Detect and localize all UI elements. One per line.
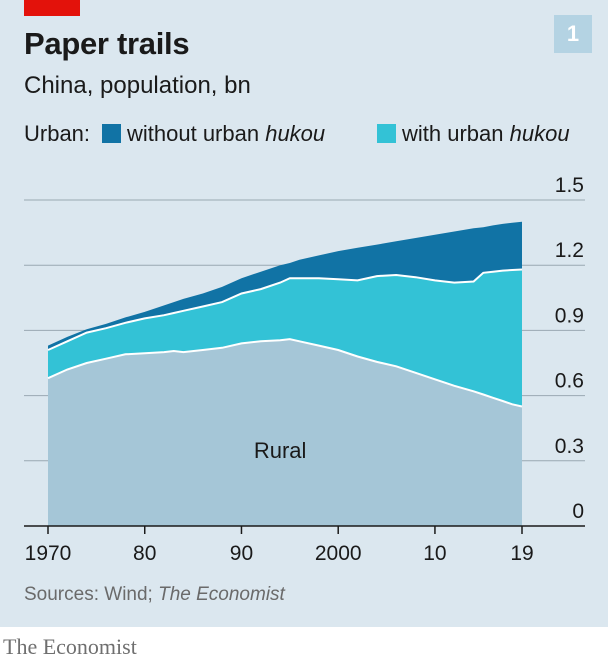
legend-label-without-urban-hukou-em: hukou (265, 121, 326, 146)
area-rural (48, 339, 522, 526)
annotation-rural: Rural (254, 438, 307, 463)
chart-source: Sources: Wind; The Economist (24, 584, 285, 606)
source-prefix: Sources: Wind; (24, 584, 159, 605)
chart-plot: 1970 80 90 2000 10 19 0 0.3 0.6 0.9 1.2 1.5 Rural (24, 174, 585, 560)
chart-title: Paper trails (24, 26, 190, 61)
y-tick-label-1.2: 1.2 (555, 239, 584, 262)
legend-label-without-urban-hukou-pre: without urban (127, 121, 266, 146)
legend-swatch-without-urban-hukou (102, 124, 121, 143)
x-tick-label-80: 80 (133, 542, 156, 560)
x-tick-label-19: 19 (510, 542, 533, 560)
x-tick-label-1970: 1970 (25, 542, 72, 560)
legend-item-with-urban-hukou: with urban hukou (377, 121, 570, 147)
legend-label-with-urban-hukou-pre: with urban (402, 121, 510, 146)
legend-swatch-with-urban-hukou (377, 124, 396, 143)
legend-label-with-urban-hukou-em: hukou (509, 121, 570, 146)
area-with-urban-hukou (48, 269, 522, 407)
x-tick-label-2000: 2000 (315, 542, 362, 560)
y-tick-label-0: 0 (572, 500, 584, 523)
red-tag-accent (24, 0, 80, 16)
source-publication: The Economist (158, 584, 285, 605)
legend-prefix: Urban: (24, 121, 91, 146)
line-rural-top (47, 338, 523, 408)
x-tick-label-90: 90 (230, 542, 253, 560)
legend-item-without-urban-hukou: without urban hukou (102, 121, 325, 147)
area-without-urban-hukou (48, 221, 522, 350)
brand-wordmark: The Economist (3, 634, 137, 659)
y-tick-label-0.9: 0.9 (555, 304, 584, 327)
line-with-urban-hukou-top (47, 268, 523, 351)
chart-number-badge: 1 (554, 15, 592, 53)
y-tick-label-0.6: 0.6 (555, 370, 584, 393)
chart-subtitle: China, population, bn (24, 72, 251, 99)
x-tick-label-10: 10 (423, 542, 446, 560)
y-tick-label-0.3: 0.3 (555, 435, 584, 458)
y-tick-label-1.5: 1.5 (555, 174, 584, 197)
chart-panel: 1 Paper trails China, population, bn Urb… (0, 0, 608, 627)
